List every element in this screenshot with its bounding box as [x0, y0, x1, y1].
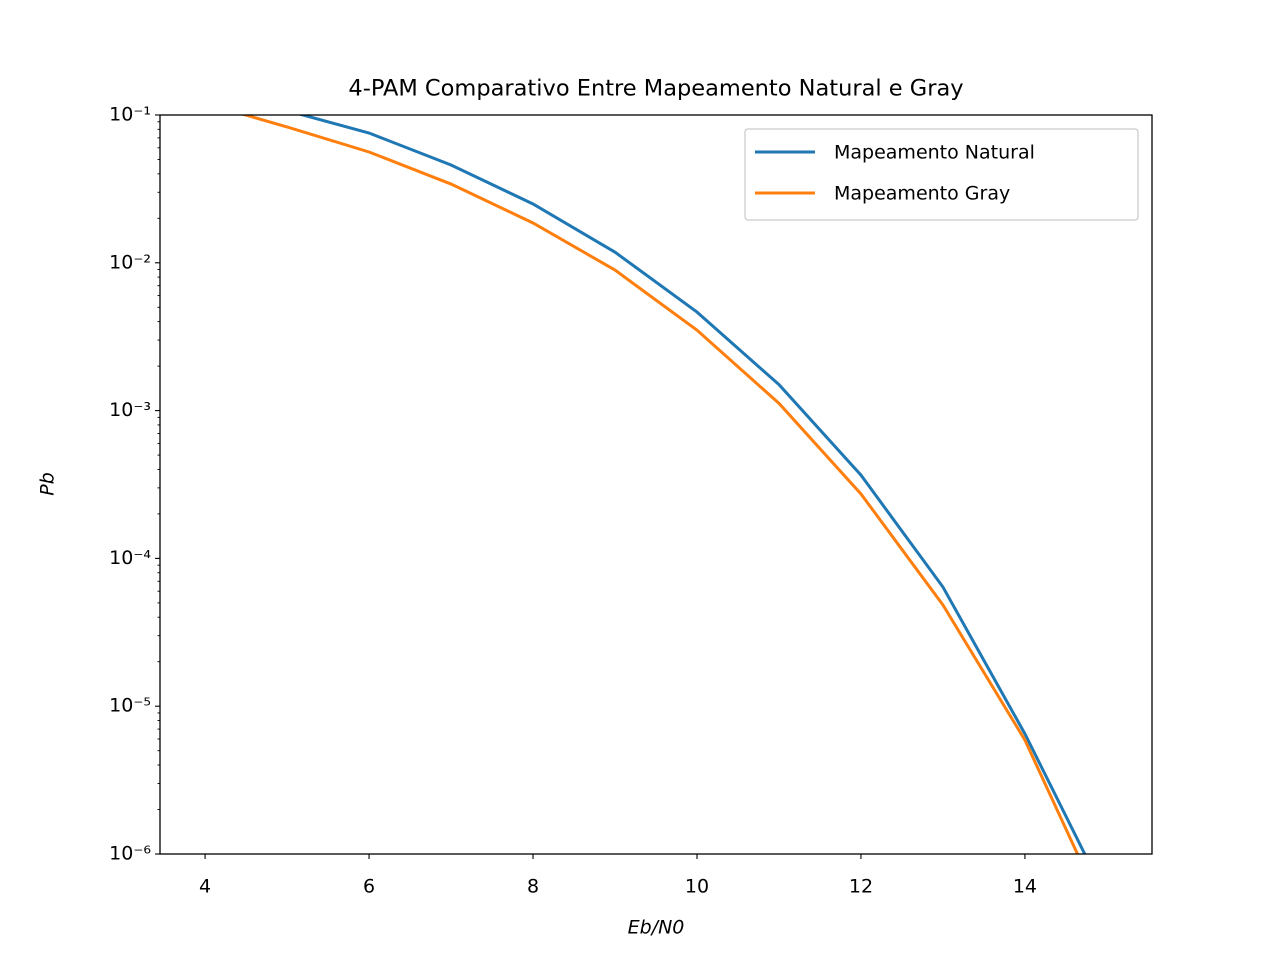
x-axis-label: Eb/N0 [628, 917, 685, 939]
y-tick-label: 10⁻⁵ [109, 695, 151, 717]
chart-title: 4-PAM Comparativo Entre Mapeamento Natur… [348, 76, 963, 102]
x-tick-label: 6 [363, 876, 375, 898]
x-tick-label: 4 [199, 876, 211, 898]
y-tick-label: 10⁻¹ [109, 104, 151, 126]
y-tick-label: 10⁻⁴ [109, 547, 151, 569]
y-tick-label: 10⁻⁶ [109, 843, 151, 865]
y-tick-label: 10⁻² [109, 251, 151, 273]
plot-area [240, 115, 1087, 854]
x-tick-label: 14 [1013, 876, 1037, 898]
series-line [297, 115, 1087, 854]
axes-frame [159, 114, 1153, 855]
legend-label: Mapeamento Gray [834, 183, 1010, 205]
y-tick-label: 10⁻³ [109, 399, 151, 421]
series-line [240, 115, 1080, 854]
x-tick-label: 10 [685, 876, 709, 898]
y-axis-label: Pb [37, 472, 59, 496]
x-tick-label: 8 [527, 876, 539, 898]
x-tick-label: 12 [849, 876, 873, 898]
legend-box [744, 128, 1139, 221]
legend-label: Mapeamento Natural [834, 142, 1035, 164]
